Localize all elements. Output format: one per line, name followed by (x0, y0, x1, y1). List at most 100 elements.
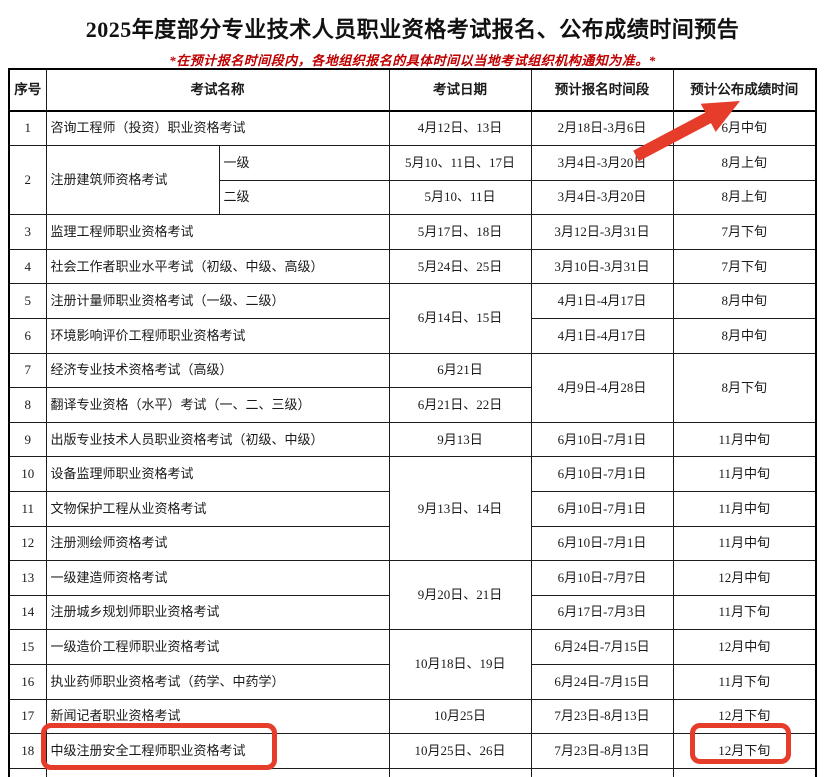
table-row-15: 15 一级造价工程师职业资格考试 10月18日、19日 6月24日-7月15日 … (8, 629, 817, 700)
exam-schedule-table: 序号 考试名称 考试日期 预计报名时间段 预计公布成绩时间 1 咨询工程师（投资… (8, 68, 817, 777)
col-header-score: 预计公布成绩时间 (672, 68, 817, 112)
score-time: 11月下旬 (672, 594, 817, 631)
table-row-4: 4 社会工作者职业水平考试（初级、中级、高级） 5月24日、25日 3月10日-… (8, 248, 817, 285)
exam-date: 6月21日 (388, 352, 532, 389)
exam-date: 6月21日、22日 (388, 387, 532, 423)
reg-period: 6月10日-7月7日 (530, 560, 674, 596)
score-time: 12月中旬 (672, 629, 817, 665)
table-row-6: 6 环境影响评价工程师职业资格考试 4月1日-4月17日 8月中旬 (8, 318, 817, 354)
exam-date: 5月24日、25日 (388, 248, 532, 285)
row-no: 14 (8, 594, 47, 631)
page-title: 2025年度部分专业技术人员职业资格考试报名、公布成绩时间预告 (85, 17, 740, 42)
score-time: 8月中旬 (672, 318, 817, 354)
score-time: 8月上旬 (672, 179, 817, 216)
table-row-8: 8 翻译专业资格（水平）考试（一、二、三级） 6月21日、22日 (8, 387, 816, 423)
reg-period: 6月10日-7月1日 (530, 491, 674, 527)
exam-name: 中级注册安全工程师职业资格考试 (45, 733, 390, 769)
table-row-1: 1 咨询工程师（投资）职业资格考试 4月12日、13日 2月18日-3月6日 6… (8, 110, 817, 147)
row-no: 6 (8, 318, 47, 354)
exam-date: 9月13日、14日 (388, 456, 532, 562)
table-row-7: 7 经济专业技术资格考试（高级） 6月21日 4月9日-4月28日 8月下旬 (8, 352, 817, 423)
col-header-date: 考试日期 (388, 68, 532, 112)
reg-period: 7月23日-8月13日 (530, 698, 674, 735)
row-no: 4 (8, 248, 47, 285)
col-header-no: 序号 (8, 68, 47, 112)
row-no: 3 (8, 214, 47, 250)
exam-name: 注册城乡规划师职业资格考试 (45, 594, 390, 631)
reg-period: 6月24日-7月15日 (530, 629, 674, 665)
table-row-9: 9 出版专业技术人员职业资格考试（初级、中级） 9月13日 6月10日-7月1日… (8, 421, 817, 458)
reg-period: 4月9日-4月28日 (530, 352, 674, 423)
reg-period: 4月1日-4月17日 (530, 283, 674, 320)
exam-date: 10月25日、26日 (388, 733, 532, 769)
score-time: 11月中旬 (672, 525, 817, 562)
exam-schedule-table-wrap: 序号 考试名称 考试日期 预计报名时间段 预计公布成绩时间 1 咨询工程师（投资… (8, 68, 817, 777)
exam-name: 一级建造师资格考试 (45, 560, 390, 596)
exam-name: 监理工程师职业资格考试 (45, 214, 390, 250)
reg-period: 4月1日-4月17日 (530, 318, 674, 354)
score-time: 11月下旬 (672, 664, 817, 700)
exam-name: 翻译专业资格（水平）考试（一、二、三级） (45, 387, 390, 423)
table-row-11: 11 文物保护工程从业资格考试 6月10日-7月1日 11月中旬 (8, 491, 817, 527)
table-row-2b: 二级 5月10、11日 3月4日-3月20日 8月上旬 (9, 179, 817, 216)
table-row-17: 17 新闻记者职业资格考试 10月25日 7月23日-8月13日 12月下旬 (8, 698, 817, 735)
reg-period: 3月4日-3月20日 (530, 145, 674, 181)
reg-period: 3月12日-3月31日 (530, 214, 674, 250)
table-row-12: 12 注册测绘师资格考试 6月10日-7月1日 11月中旬 (8, 525, 817, 562)
exam-date: 9月13日 (388, 421, 532, 458)
table-row-3: 3 监理工程师职业资格考试 5月17日、18日 3月12日-3月31日 7月下旬 (8, 214, 817, 250)
exam-name: 注册建筑师资格考试 (45, 145, 220, 216)
row-no: 12 (8, 525, 47, 562)
row-no: 8 (8, 387, 47, 423)
exam-name: 文物保护工程从业资格考试 (45, 491, 390, 527)
exam-level: 二级 (218, 179, 390, 216)
exam-date: 4月12日、13日 (388, 110, 532, 147)
score-time: 11月中旬 (672, 456, 817, 493)
reg-period: 6月10日-7月1日 (530, 456, 674, 493)
row-no: 2 (8, 145, 47, 216)
exam-date: 5月10、11日 (388, 179, 532, 216)
score-time: 6月中旬 (672, 110, 817, 147)
row-no: 7 (8, 352, 47, 389)
row-no: 15 (8, 629, 47, 665)
exam-date: 9月20日、21日 (388, 560, 532, 631)
row-no: 17 (8, 698, 47, 735)
exam-name: 咨询工程师（投资）职业资格考试 (45, 110, 390, 147)
table-row-18-highlighted: 18 中级注册安全工程师职业资格考试 10月25日、26日 7月23日-8月13… (8, 733, 817, 769)
reg-period: 3月4日-3月20日 (530, 179, 674, 216)
exam-date: 5月17日、18日 (388, 214, 532, 250)
row-no: 10 (8, 456, 47, 493)
score-time: 7月下旬 (672, 214, 817, 250)
table-row-2a: 2 注册建筑师资格考试 一级 5月10、11日、17日 3月4日-3月20日 8… (8, 145, 817, 216)
reg-period: 7月23日-8月13日 (530, 733, 674, 769)
exam-name: 出版专业技术人员职业资格考试（初级、中级） (45, 421, 390, 458)
score-time: 7月下旬 (672, 248, 817, 285)
row-no: 11 (8, 491, 47, 527)
table-row-13: 13 一级建造师资格考试 9月20日、21日 6月10日-7月7日 12月中旬 (8, 560, 817, 631)
row-no: 13 (8, 560, 47, 596)
exam-date: 5月10、11日、17日 (388, 145, 532, 181)
reg-period: 6月24日-7月15日 (530, 664, 674, 700)
table-row-16: 16 执业药师职业资格考试（药学、中药学） 6月24日-7月15日 11月下旬 (8, 664, 817, 700)
table-row-partial-cutoff (8, 767, 817, 777)
row-no: 16 (8, 664, 47, 700)
exam-date: 10月25日 (388, 698, 532, 735)
page-subtitle: *在预计报名时间段内，各地组织报名的具体时间以当地考试组织机构通知为准。* (169, 53, 656, 68)
table-row-10: 10 设备监理师职业资格考试 9月13日、14日 6月10日-7月1日 11月中… (8, 456, 817, 562)
score-time: 12月中旬 (672, 560, 817, 596)
reg-period: 6月10日-7月1日 (530, 525, 674, 562)
row-no: 18 (8, 733, 47, 769)
row-no: 5 (8, 283, 47, 320)
exam-name: 社会工作者职业水平考试（初级、中级、高级） (45, 248, 390, 285)
exam-name: 设备监理师职业资格考试 (45, 456, 390, 493)
score-time: 8月上旬 (672, 145, 817, 181)
exam-name: 执业药师职业资格考试（药学、中药学） (45, 664, 390, 700)
exam-name: 注册计量师职业资格考试（一级、二级） (45, 283, 390, 320)
score-time: 12月下旬 (672, 698, 817, 735)
exam-level: 一级 (218, 145, 390, 181)
reg-period: 3月10日-3月31日 (530, 248, 674, 285)
score-time: 8月中旬 (672, 283, 817, 320)
col-header-name: 考试名称 (45, 68, 390, 112)
reg-period: 2月18日-3月6日 (530, 110, 674, 147)
